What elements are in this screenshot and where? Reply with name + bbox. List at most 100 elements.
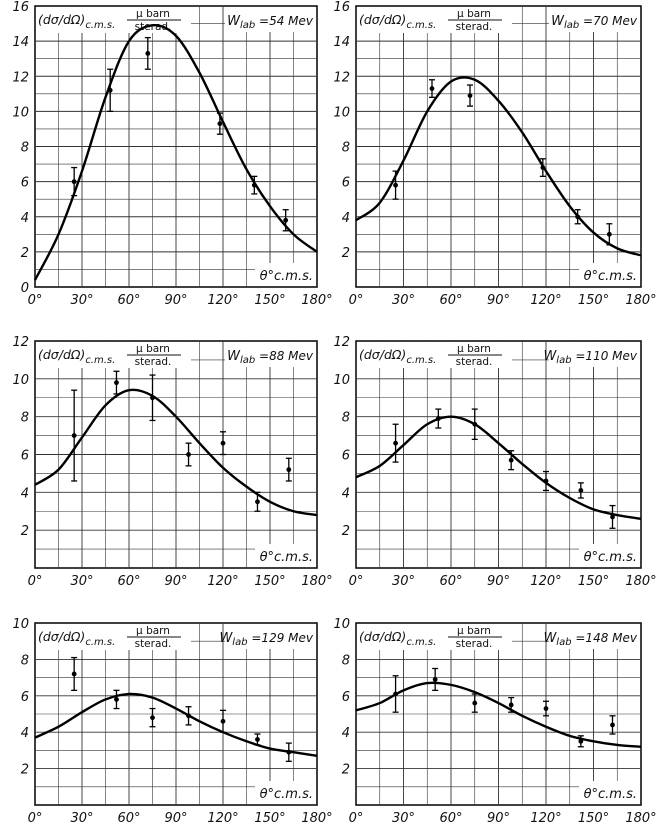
y-tick-label: 14 bbox=[333, 35, 350, 50]
data-point bbox=[220, 440, 226, 446]
fit-curve bbox=[355, 76, 642, 257]
y-axis-label: (dσ/dΩ)c.m.s. bbox=[38, 12, 115, 31]
data-point bbox=[71, 433, 77, 438]
data-point bbox=[610, 722, 615, 728]
data-point bbox=[393, 440, 398, 446]
unit-denominator: sterad. bbox=[456, 638, 493, 650]
x-tick-label: 0° bbox=[28, 574, 43, 589]
y-tick-label: 10 bbox=[333, 617, 350, 632]
y-tick-label: 14 bbox=[12, 35, 29, 50]
x-tick-label: 60° bbox=[439, 293, 462, 308]
x-tick-label: 0° bbox=[349, 293, 364, 308]
unit-numerator: μ barn bbox=[136, 343, 170, 355]
data-point bbox=[251, 182, 257, 188]
data-point bbox=[508, 457, 514, 463]
y-tick-label: 12 bbox=[333, 70, 350, 85]
data-point bbox=[286, 749, 292, 755]
x-tick-label: 30° bbox=[70, 293, 93, 308]
x-axis-label: θ°c.m.s. bbox=[584, 787, 637, 802]
y-tick-label: 8 bbox=[342, 141, 350, 156]
chart-panel-2: 2 4 6 8 10 12 14 16 0° 30° 60° 90° 120° 150° 180° (dσ/d… bbox=[333, 0, 656, 308]
data-point bbox=[467, 93, 473, 98]
data-point bbox=[255, 737, 260, 742]
data-point bbox=[472, 700, 478, 706]
y-tick-label: 2 bbox=[342, 763, 350, 778]
x-axis-label: θ°c.m.s. bbox=[584, 550, 637, 565]
x-tick-label: 0° bbox=[28, 293, 43, 308]
chart-panel-1: 0 2 4 6 8 10 12 14 16 0° 30° 60° 90° 120° 150° 180° (dσ/… bbox=[12, 0, 332, 308]
x-tick-label: 0° bbox=[349, 811, 364, 826]
y-tick-label: 8 bbox=[342, 411, 350, 426]
unit-numerator: μ barn bbox=[136, 625, 170, 637]
data-point bbox=[150, 395, 155, 401]
x-tick-label: 0° bbox=[28, 811, 43, 826]
energy-box bbox=[225, 624, 316, 649]
unit-numerator: μ barn bbox=[136, 8, 170, 20]
x-axis-label: θ°c.m.s. bbox=[260, 787, 313, 802]
x-tick-label: 120° bbox=[207, 574, 238, 589]
y-tick-label: 2 bbox=[342, 246, 350, 261]
x-tick-label: 150° bbox=[578, 811, 609, 826]
y-tick-label: 4 bbox=[342, 726, 350, 741]
y-tick-label: 8 bbox=[342, 653, 350, 668]
y-tick-label: 6 bbox=[21, 176, 29, 191]
y-axis-label: (dσ/dΩ)c.m.s. bbox=[359, 629, 436, 648]
y-tick-label: 10 bbox=[333, 373, 350, 388]
data-point bbox=[283, 217, 289, 223]
data-point bbox=[186, 452, 191, 457]
x-tick-label: 30° bbox=[70, 811, 93, 826]
energy-box bbox=[225, 7, 316, 32]
x-axis-label: θ°c.m.s. bbox=[260, 550, 313, 565]
data-point bbox=[150, 715, 155, 721]
data-point bbox=[107, 87, 113, 93]
y-tick-label: 2 bbox=[342, 524, 350, 539]
x-tick-label: 60° bbox=[439, 811, 462, 826]
data-point bbox=[606, 231, 612, 237]
y-axis-label: (dσ/dΩ)c.m.s. bbox=[38, 347, 115, 366]
fit-curve bbox=[355, 415, 642, 521]
energy-label: Wlab =148 Mev bbox=[543, 631, 637, 648]
data-point bbox=[429, 86, 435, 91]
xlabel-box bbox=[579, 781, 640, 804]
unit-numerator: μ barn bbox=[457, 625, 491, 637]
unit-denominator: sterad. bbox=[135, 638, 172, 650]
x-tick-label: 180° bbox=[301, 574, 332, 589]
y-tick-label: 2 bbox=[21, 763, 29, 778]
data-point bbox=[508, 702, 514, 708]
y-tick-label: 6 bbox=[21, 690, 29, 705]
x-tick-label: 30° bbox=[392, 811, 415, 826]
data-point bbox=[71, 179, 77, 185]
data-point bbox=[543, 478, 549, 484]
energy-box bbox=[549, 342, 640, 367]
x-tick-label: 120° bbox=[530, 811, 561, 826]
y-tick-label: 10 bbox=[12, 373, 29, 388]
data-point bbox=[578, 488, 584, 493]
x-tick-label: 60° bbox=[439, 574, 462, 589]
unit-denominator: sterad. bbox=[135, 356, 172, 368]
x-tick-label: 150° bbox=[578, 293, 609, 308]
x-tick-label: 60° bbox=[117, 574, 140, 589]
y-tick-label: 2 bbox=[21, 524, 29, 539]
data-point bbox=[217, 121, 223, 127]
y-tick-label: 10 bbox=[12, 105, 29, 120]
xlabel-box bbox=[255, 263, 316, 286]
data-point bbox=[393, 182, 398, 188]
x-tick-label: 180° bbox=[301, 811, 332, 826]
xlabel-box bbox=[579, 544, 640, 567]
x-axis-label: θ°c.m.s. bbox=[260, 269, 313, 284]
energy-box bbox=[225, 342, 316, 367]
y-tick-label: 12 bbox=[12, 70, 29, 85]
x-tick-label: 150° bbox=[254, 811, 285, 826]
y-tick-label: 4 bbox=[21, 211, 29, 226]
y-tick-label: 4 bbox=[342, 211, 350, 226]
xlabel-box bbox=[255, 781, 316, 804]
data-point bbox=[610, 514, 615, 520]
y-tick-label: 12 bbox=[12, 335, 29, 350]
fit-curve bbox=[33, 23, 318, 281]
energy-label: Wlab =70 Mev bbox=[551, 14, 638, 31]
data-point bbox=[393, 691, 398, 697]
data-point bbox=[145, 51, 151, 56]
fit-curve bbox=[355, 681, 642, 748]
